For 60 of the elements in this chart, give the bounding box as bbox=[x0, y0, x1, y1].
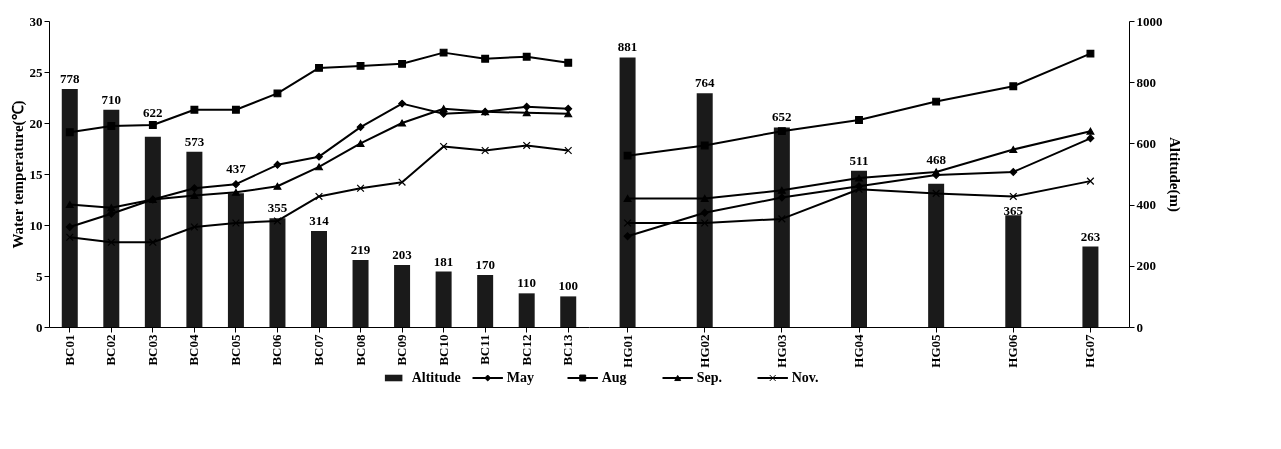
data-label: 778 bbox=[60, 70, 81, 86]
x-tick-label: HG06 bbox=[1005, 334, 1021, 368]
y-axis-title: Water temperature(℃) bbox=[9, 100, 27, 249]
x-tick-label: HG07 bbox=[1082, 334, 1098, 368]
x-tick-label: HG05 bbox=[928, 334, 944, 368]
data-label: 511 bbox=[849, 152, 869, 168]
y-tick-label: 0 bbox=[36, 319, 43, 335]
legend-label: May bbox=[506, 370, 534, 385]
x-tick-label: HG01 bbox=[619, 334, 635, 368]
data-label: 355 bbox=[267, 200, 288, 216]
x-tick-label: BC02 bbox=[103, 334, 119, 366]
x-tick-label: HG04 bbox=[851, 334, 866, 368]
y2-tick-label: 400 bbox=[1136, 197, 1156, 213]
data-label: 652 bbox=[772, 109, 792, 125]
y2-tick-label: 800 bbox=[1136, 74, 1156, 90]
x-tick-label: HG03 bbox=[773, 334, 789, 368]
legend-label: Altitude bbox=[411, 370, 461, 385]
legend-label: Sep. bbox=[696, 370, 722, 385]
x-tick-label: BC10 bbox=[435, 334, 451, 366]
data-label: 622 bbox=[143, 104, 163, 120]
data-label: 764 bbox=[694, 75, 715, 91]
x-tick-label: BC13 bbox=[560, 334, 576, 366]
x-tick-label: HG02 bbox=[696, 334, 712, 368]
data-label: 100 bbox=[558, 278, 578, 294]
y-tick-label: 30 bbox=[29, 13, 43, 29]
data-label: 437 bbox=[226, 161, 247, 177]
data-label: 573 bbox=[184, 133, 205, 149]
data-label: 181 bbox=[433, 253, 454, 269]
y-tick-label: 15 bbox=[29, 166, 43, 182]
y-tick-label: 10 bbox=[29, 217, 43, 233]
data-label: 219 bbox=[350, 241, 371, 257]
y2-tick-label: 600 bbox=[1136, 135, 1156, 151]
legend-label: Nov. bbox=[791, 370, 819, 385]
data-label: 881 bbox=[617, 39, 638, 55]
x-tick-label: BC08 bbox=[352, 334, 368, 366]
x-tick-label: BC01 bbox=[61, 334, 77, 366]
y2-tick-label: 1000 bbox=[1136, 13, 1163, 29]
x-tick-label: BC11 bbox=[477, 334, 493, 365]
y2-axis-title: Altitude(m) bbox=[1165, 137, 1183, 212]
y2-tick-label: 0 bbox=[1136, 319, 1143, 335]
data-label: 314 bbox=[309, 212, 330, 228]
x-tick-label: BC09 bbox=[394, 334, 410, 366]
y2-tick-label: 200 bbox=[1136, 258, 1156, 274]
y-tick-label: 20 bbox=[29, 115, 43, 131]
data-label: 203 bbox=[392, 246, 413, 262]
data-label: 468 bbox=[926, 151, 947, 167]
data-label: 710 bbox=[101, 91, 122, 107]
x-tick-label: BC12 bbox=[518, 334, 534, 366]
data-label: 110 bbox=[517, 275, 537, 291]
legend-label: Aug bbox=[601, 370, 627, 385]
y-tick-label: 25 bbox=[29, 64, 43, 80]
y-tick-label: 5 bbox=[36, 268, 43, 284]
data-label: 170 bbox=[475, 256, 495, 272]
x-tick-label: BC05 bbox=[227, 334, 243, 366]
x-tick-label: BC04 bbox=[186, 334, 202, 366]
x-tick-label: BC07 bbox=[311, 334, 326, 366]
x-tick-label: BC06 bbox=[269, 334, 285, 366]
x-tick-label: BC03 bbox=[144, 334, 160, 366]
data-label: 365 bbox=[1003, 203, 1024, 219]
data-label: 263 bbox=[1080, 228, 1101, 244]
